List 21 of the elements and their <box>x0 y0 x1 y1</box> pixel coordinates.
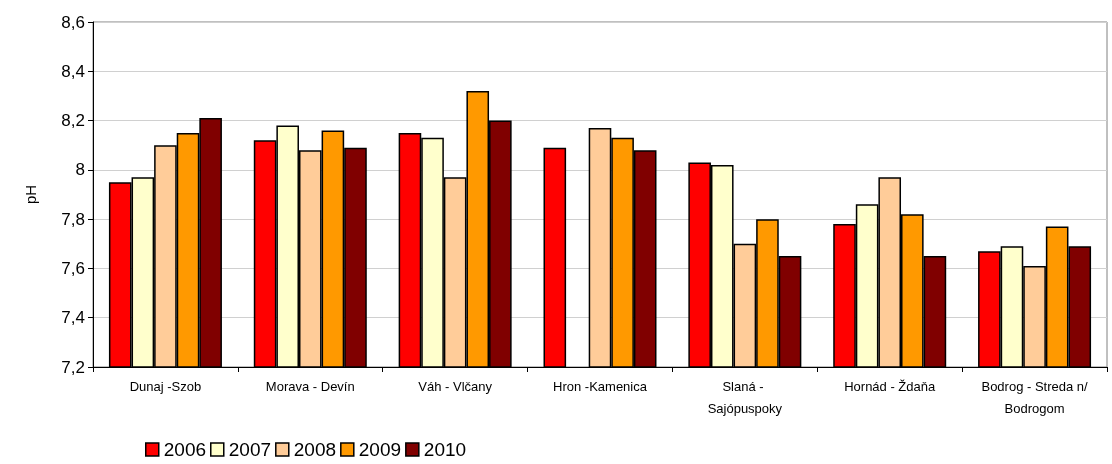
y-tick-label: 8,2 <box>61 111 85 131</box>
y-tick-label: 7,6 <box>61 258 85 278</box>
y-tick-label: 7,2 <box>61 357 85 377</box>
x-tick-label: Hron -Kamenica <box>553 378 648 394</box>
y-tick-label: 8,4 <box>61 61 85 81</box>
y-tick-label: 7,4 <box>61 308 85 328</box>
x-tick-label: Bodrog - Streda n/Bodrogom <box>981 378 1089 416</box>
y-tick-label: 8,6 <box>61 12 85 32</box>
legend-label: 2006 <box>163 439 207 460</box>
x-tick-label: Dunaj -Szob <box>129 378 202 394</box>
y-tick-label: 8 <box>75 160 85 180</box>
y-tick-label: 7,8 <box>61 209 85 229</box>
legend-label: 2007 <box>228 439 272 460</box>
legend-label: 2008 <box>293 439 337 460</box>
legend-label: 2010 <box>423 439 467 460</box>
x-tick-label: Váh - Vlčany <box>418 378 493 394</box>
y-axis-title: pH <box>22 184 39 205</box>
x-tick-label: Hornád - Ždaňa <box>844 378 936 394</box>
x-tick-label: Morava - Devín <box>265 378 355 394</box>
legend-label: 2009 <box>358 439 402 460</box>
x-tick-label: Slaná - Sajópuspoky <box>707 378 783 416</box>
